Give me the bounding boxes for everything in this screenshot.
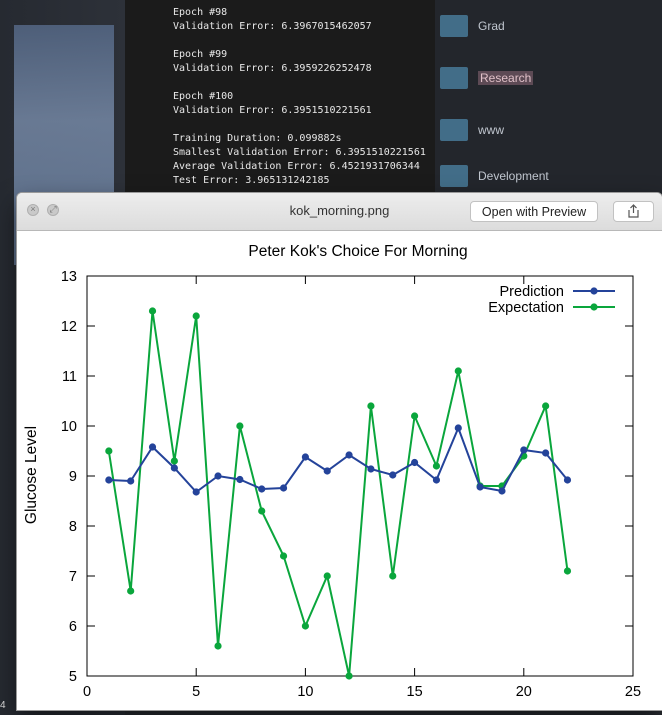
terminal-window[interactable]: Epoch #98 Validation Error: 6.3967015462… [125,0,435,200]
data-point-expectation [542,402,550,410]
x-tick-label: 10 [297,684,313,700]
y-tick-label: 11 [62,369,77,385]
data-point-prediction [563,476,572,484]
data-point-prediction [520,446,528,454]
terminal-output: Epoch #98 Validation Error: 6.3967015462… [173,7,426,186]
data-point-expectation [192,312,200,320]
finder-item-www[interactable]: www [440,110,655,150]
corner-number: 4 [0,700,6,711]
data-point-expectation [301,622,309,630]
data-point-prediction [258,485,266,493]
x-tick-label: 25 [625,684,641,700]
close-icon: × [30,204,36,214]
data-point-prediction [279,484,288,492]
folder-icon [440,67,468,89]
data-point-expectation [236,422,244,430]
plot-frame [86,275,634,677]
data-point-expectation [258,507,266,515]
data-point-expectation [345,672,353,680]
data-point-expectation [148,307,157,315]
folder-icon [440,15,468,37]
data-point-prediction [301,453,309,461]
finder-item-research[interactable]: Research [440,58,655,98]
x-tick-label: 5 [192,684,200,700]
glucose-chart: Peter Kok's Choice For Morning Glucose L… [23,243,641,700]
data-point-prediction [192,488,200,496]
close-button[interactable]: × [27,204,39,216]
data-point-expectation [105,447,113,455]
data-point-expectation [170,457,178,465]
y-tick-label: 7 [69,569,77,585]
share-icon [628,204,639,218]
x-tick-label: 0 [83,684,91,700]
legend-marker [590,303,598,311]
y-axis-label: Glucose Level [23,426,40,524]
finder-window[interactable]: Grad Research www Development [435,0,662,200]
chart-title: Peter Kok's Choice For Morning [248,243,467,260]
data-point-prediction [454,424,462,432]
data-point-expectation [279,552,288,560]
share-button[interactable] [613,201,654,222]
finder-item-label: Development [478,169,549,183]
y-tick-label: 10 [61,419,77,435]
finder-item-label: www [478,123,504,137]
y-tick-label: 9 [69,469,77,485]
data-point-prediction [148,443,157,451]
legend-label: Expectation [488,300,564,316]
preview-window[interactable]: × ⤢ kok_morning.png Open with Preview Pe… [17,193,662,710]
folder-icon [440,165,468,187]
data-point-prediction [323,467,331,475]
data-point-prediction [542,449,550,457]
y-tick-label: 5 [69,669,77,685]
data-point-expectation [411,412,419,420]
x-tick-label: 20 [516,684,532,700]
finder-item-grad[interactable]: Grad [440,6,655,46]
data-point-expectation [563,567,572,575]
data-point-prediction [476,483,484,491]
y-tick-label: 8 [69,519,77,535]
window-titlebar[interactable]: × ⤢ kok_morning.png Open with Preview [17,193,662,231]
folder-icon [440,119,468,141]
data-point-prediction [170,464,178,472]
data-point-expectation [432,462,441,470]
y-tick-label: 12 [61,319,77,335]
data-point-prediction [105,476,113,484]
data-point-prediction [367,465,375,473]
data-point-prediction [411,458,419,467]
legend-marker [590,287,598,295]
data-point-expectation [127,587,135,595]
finder-item-label: Grad [478,19,505,33]
data-point-expectation [389,572,397,580]
data-point-prediction [214,472,222,480]
series-line-expectation [107,310,569,677]
data-point-expectation [454,367,462,375]
data-point-prediction [345,451,353,459]
fullscreen-button[interactable]: ⤢ [47,204,59,216]
data-point-expectation [323,572,331,580]
series-prediction [105,424,572,496]
data-point-prediction [236,475,244,484]
fullscreen-icon: ⤢ [49,204,57,214]
data-point-prediction [432,476,441,484]
data-point-prediction [498,487,506,495]
open-with-preview-button[interactable]: Open with Preview [470,201,598,222]
finder-item-development[interactable]: Development [440,156,655,196]
window-title: kok_morning.png [289,203,390,218]
x-tick-label: 15 [407,684,423,700]
series-line-prediction [108,425,569,494]
y-tick-label: 6 [69,619,77,635]
data-point-prediction [389,471,397,479]
finder-item-label: Research [478,71,534,85]
y-tick-label: 13 [61,269,77,285]
data-point-expectation [214,642,222,650]
data-point-prediction [127,477,135,485]
legend-label: Prediction [500,284,564,300]
data-point-expectation [367,402,375,410]
image-content: Peter Kok's Choice For Morning Glucose L… [17,231,662,710]
